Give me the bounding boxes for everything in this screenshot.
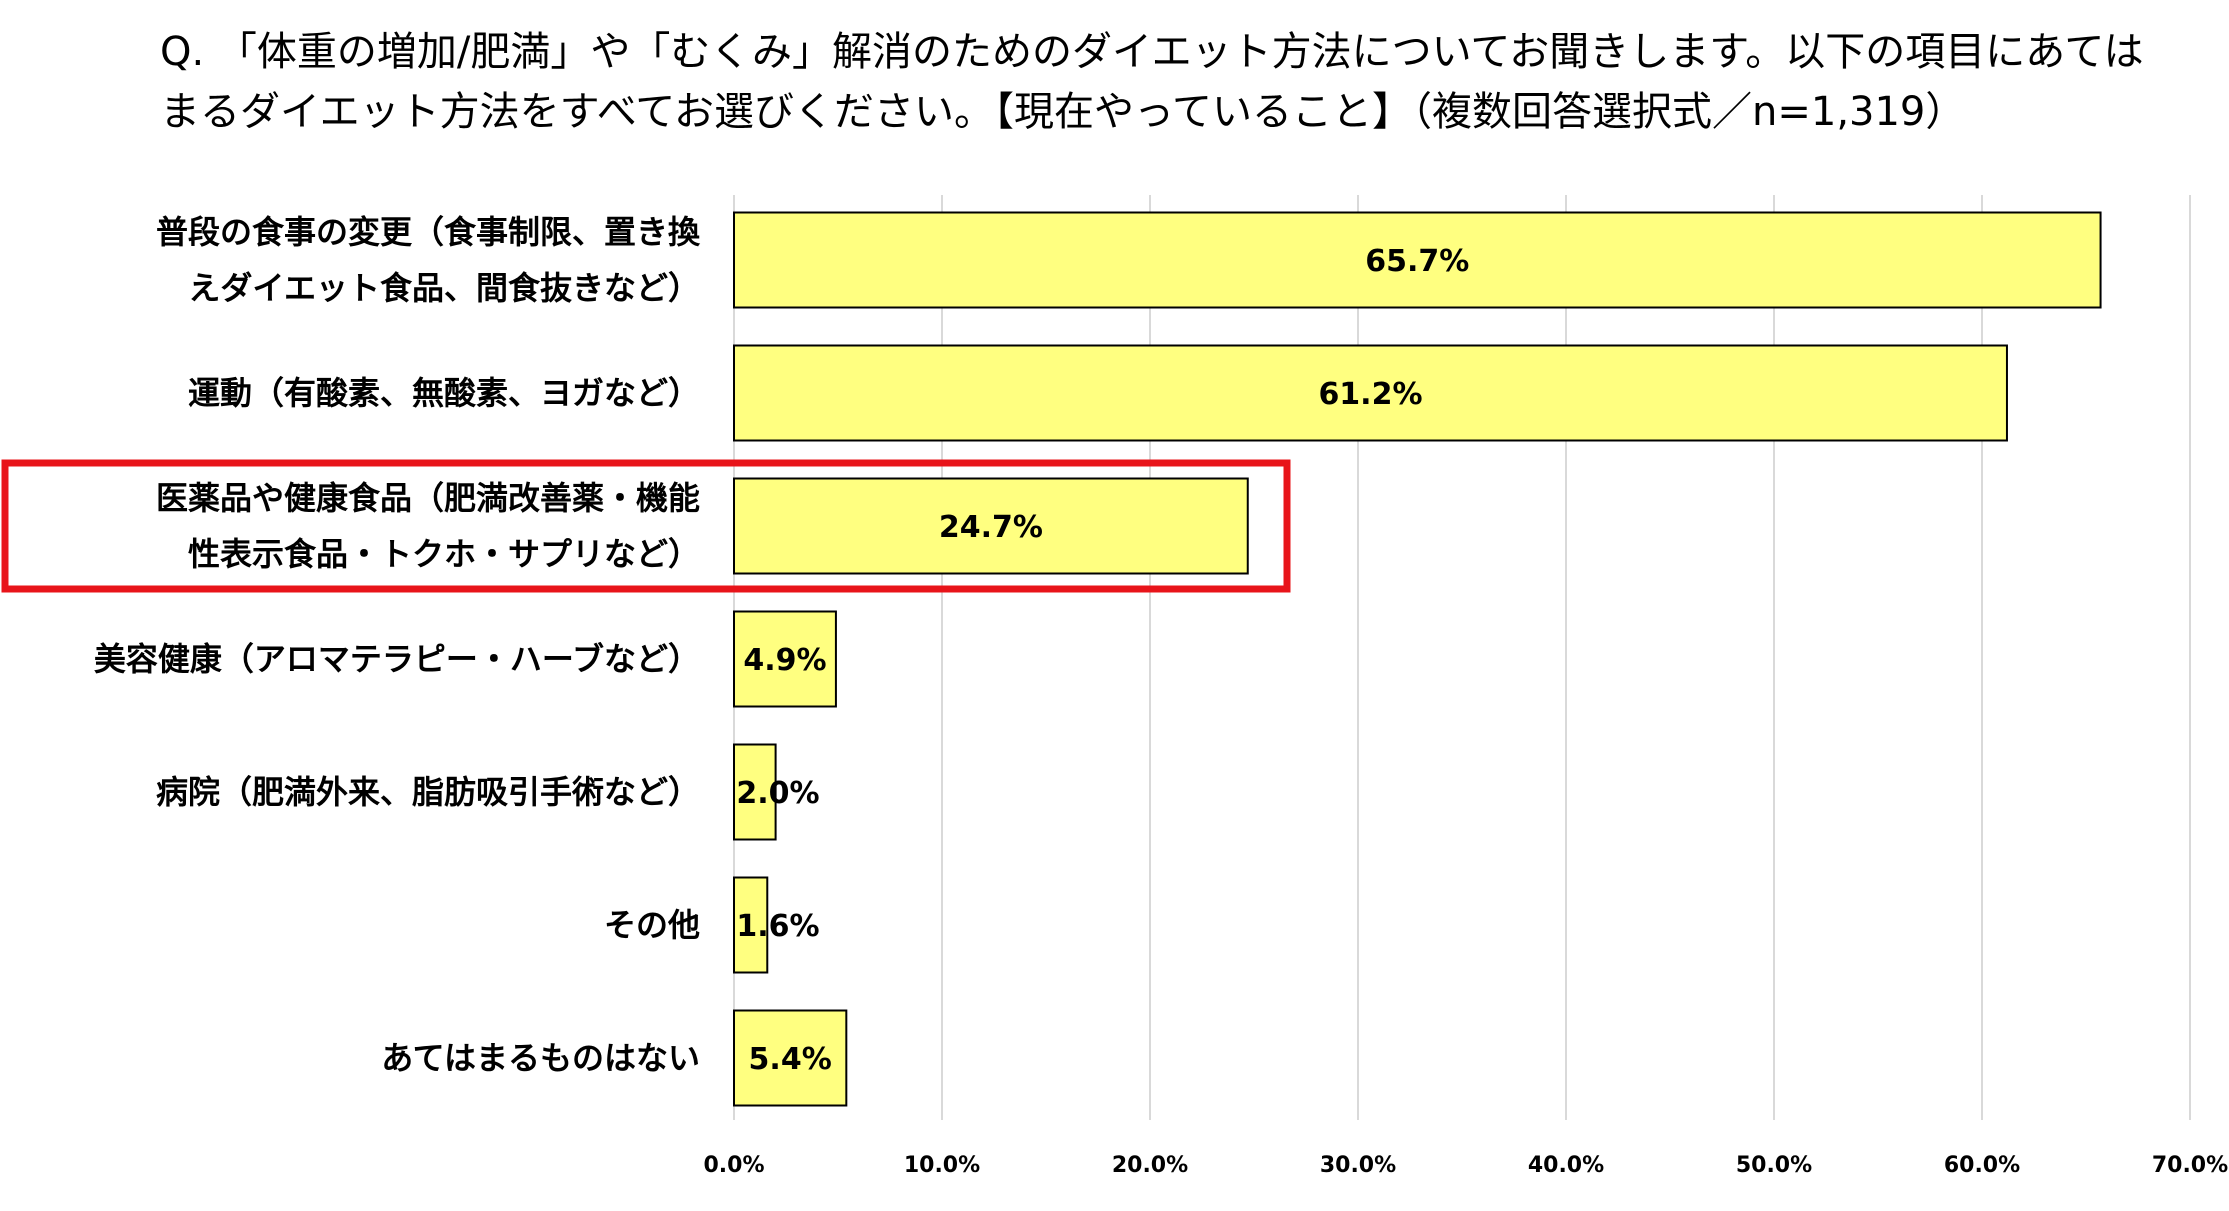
value-label: 2.0% (736, 776, 819, 811)
x-tick-label: 0.0% (703, 1153, 764, 1178)
x-tick-label: 20.0% (1112, 1153, 1188, 1178)
x-tick-label: 60.0% (1944, 1153, 2020, 1178)
value-label: 4.9% (743, 643, 826, 678)
value-label: 1.6% (736, 909, 819, 944)
value-labels: 65.7% 61.2% 24.7% 4.9% 2.0% 1.6% 5.4% (736, 244, 1469, 1077)
x-tick-labels: 0.0% 10.0% 20.0% 30.0% 40.0% 50.0% 60.0% 70.0% (703, 1153, 2228, 1178)
highlight-box (1, 459, 1291, 593)
bar (733, 211, 2102, 309)
bars (733, 211, 2102, 1107)
category-label: その他 (604, 906, 700, 944)
category-label: 性表示食品・トクホ・サプリなど） (188, 535, 700, 573)
grid-lines (733, 195, 2191, 1120)
highlight-frame (1, 459, 1291, 593)
x-tick-label: 30.0% (1320, 1153, 1396, 1178)
x-tick-label: 70.0% (2152, 1153, 2228, 1178)
x-tick-label: 50.0% (1736, 1153, 1812, 1178)
question-title: Q. 「体重の増加/肥満」や「むくみ」解消のためのダイエット方法についてお聞きし… (160, 29, 2144, 135)
bar (733, 1009, 848, 1107)
category-label: 普段の食事の変更（食事制限、置き換 (156, 213, 701, 251)
category-label: 病院（肥満外来、脂肪吸引手術など） (156, 773, 700, 811)
value-label: 61.2% (1318, 377, 1422, 412)
category-label: 美容健康（アロマテラピー・ハーブなど） (94, 640, 700, 678)
category-label: 運動（有酸素、無酸素、ヨガなど） (188, 374, 700, 412)
category-label: あてはまるものはない (381, 1039, 700, 1077)
bar (733, 610, 837, 708)
value-label: 65.7% (1365, 244, 1469, 279)
value-label: 24.7% (939, 510, 1043, 545)
bar (733, 477, 1249, 575)
bar (733, 743, 777, 841)
x-tick-label: 10.0% (904, 1153, 980, 1178)
x-tick-label: 40.0% (1528, 1153, 1604, 1178)
bar (733, 876, 769, 974)
category-label: えダイエット食品、間食抜きなど） (188, 269, 700, 307)
bar (733, 344, 2008, 442)
category-label: 医薬品や健康食品（肥満改善薬・機能 (156, 479, 700, 517)
value-label: 5.4% (749, 1042, 832, 1077)
